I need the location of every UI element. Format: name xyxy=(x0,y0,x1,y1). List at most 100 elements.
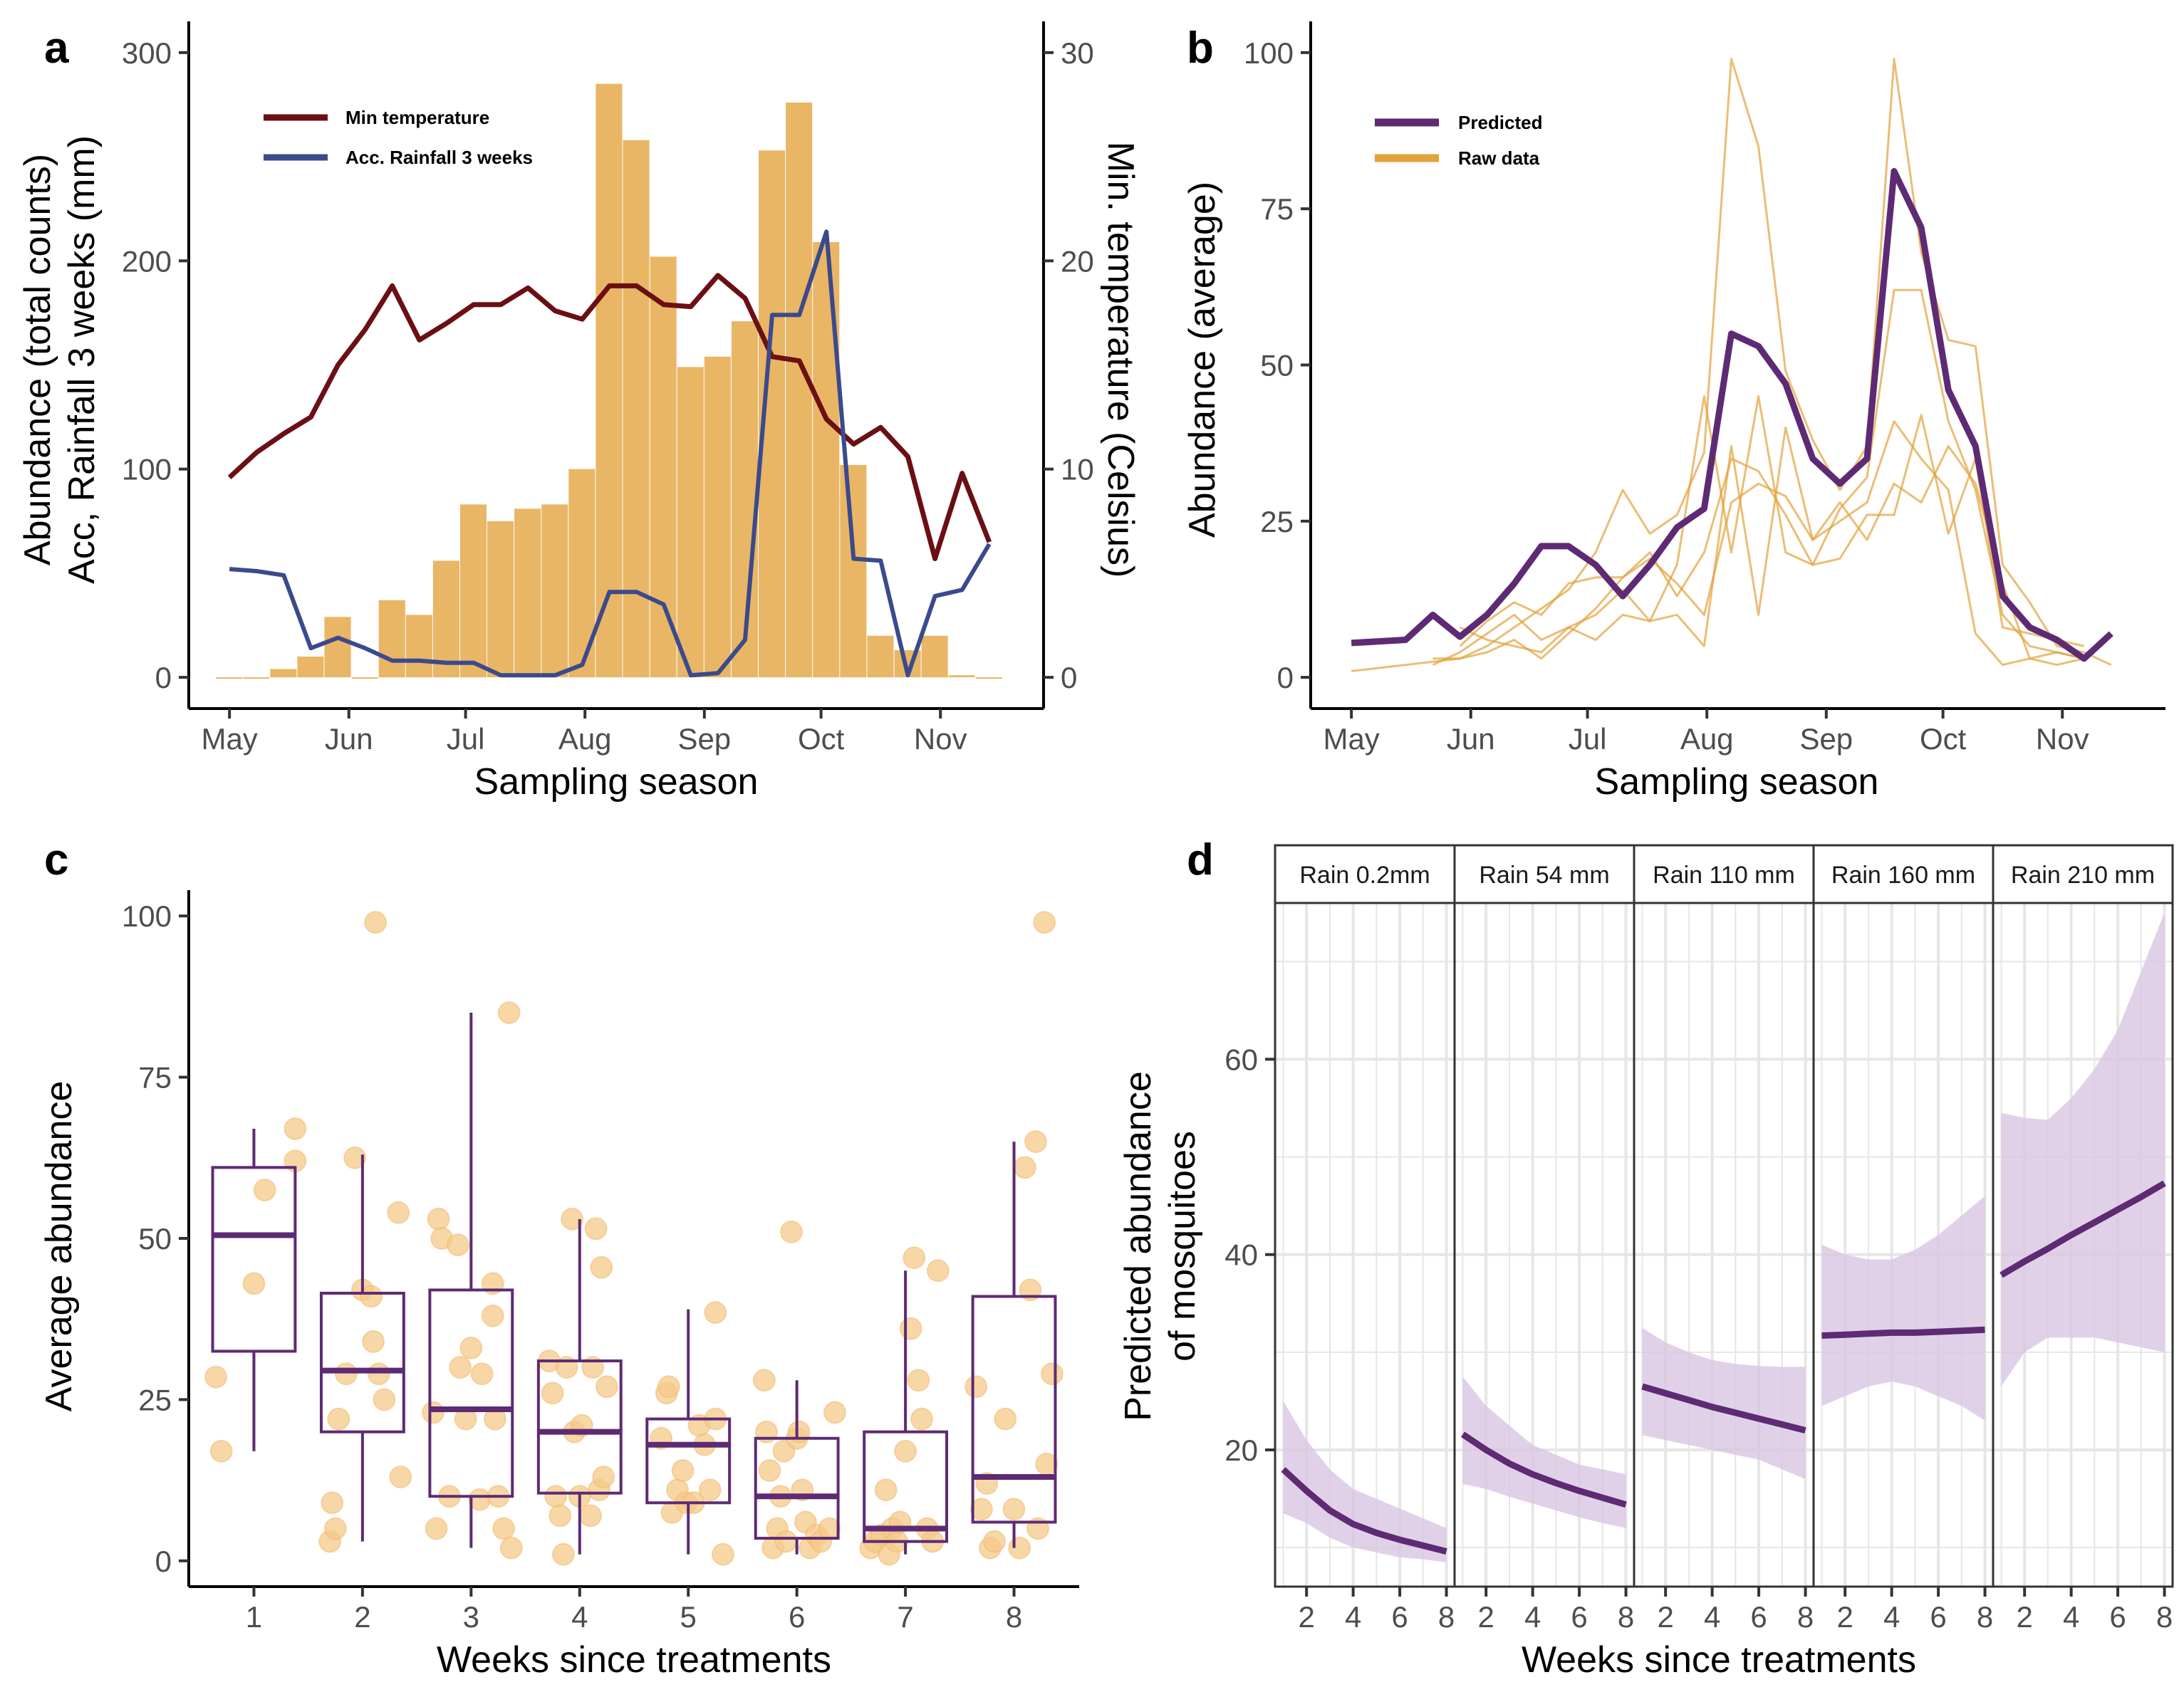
panel-c-x-tick-label: 2 xyxy=(354,1600,370,1634)
bar-week-27 xyxy=(948,675,975,678)
panel-c-y-tick-label: 100 xyxy=(122,899,172,933)
bar-week-18 xyxy=(704,356,731,678)
bar-week-19 xyxy=(731,321,758,678)
data-point xyxy=(422,1401,444,1424)
raw-data-line-1 xyxy=(1351,58,2112,672)
data-point xyxy=(551,1542,575,1566)
panel-b-x-tick-label: May xyxy=(1323,722,1379,756)
panel-c-y-tick-label: 50 xyxy=(138,1222,172,1255)
panel-a-x-tick-label: May xyxy=(201,722,257,756)
panel-c-x-tick-label: 5 xyxy=(680,1600,697,1634)
confidence-ribbon xyxy=(1821,1196,1985,1421)
legend-label-predicted: Predicted xyxy=(1458,112,1543,133)
data-point xyxy=(242,1272,266,1295)
data-point xyxy=(209,1439,233,1463)
panel-d-x-tick-label: 4 xyxy=(2063,1600,2079,1634)
panel-d-x-tick-label: 2 xyxy=(1478,1600,1494,1634)
data-point xyxy=(447,1233,469,1257)
facet-border xyxy=(1992,902,2174,1588)
data-point xyxy=(284,1117,307,1141)
panel-a-x-tick-label: Jun xyxy=(325,722,373,756)
facet-strip-label: Rain 160 mm xyxy=(1831,862,1975,889)
panel-c-x-tick-label: 8 xyxy=(1006,1600,1022,1634)
data-point xyxy=(579,1504,602,1528)
line-rainfall xyxy=(229,229,992,678)
data-point xyxy=(780,1220,803,1243)
raw-data-line-2 xyxy=(1432,288,2085,666)
data-point xyxy=(470,1362,494,1386)
data-point xyxy=(823,1401,846,1424)
bar-week-7 xyxy=(405,615,432,678)
data-point xyxy=(774,1530,798,1553)
data-point xyxy=(994,1407,1017,1431)
bar-week-24 xyxy=(867,635,894,678)
data-point xyxy=(327,1407,350,1431)
panel-d-chart: Rain 0.2mm Rain 54 mm Rain 110 mm Rain 160 … xyxy=(1118,844,2174,1681)
box-iqr-week-5 xyxy=(645,1417,732,1505)
facet-1: Rain 0.2mm xyxy=(1274,844,1456,1588)
panel-b-x-axis-title: Sampling season xyxy=(1595,761,1879,803)
bar-week-9 xyxy=(460,504,487,678)
data-point xyxy=(903,1246,926,1270)
panel-d-x-tick-label: 4 xyxy=(1345,1600,1361,1634)
panel-d-x-tick-label: 2 xyxy=(1299,1600,1315,1634)
panel-d-x-tick-label: 8 xyxy=(2156,1600,2173,1634)
box-iqr-week-3 xyxy=(428,1288,514,1498)
panel-b-y-axis-title: Abundance (average) xyxy=(1182,182,1223,538)
box-iqr-week-2 xyxy=(319,1291,405,1434)
data-point xyxy=(373,1388,396,1411)
data-point xyxy=(544,1485,568,1508)
panel-c-chart: 0 25 50 75 100 1 2 3 4 5 6 7 8 Weeks since treatment… xyxy=(38,890,1079,1681)
panel-b-y-tick-label: 50 xyxy=(1260,349,1294,382)
panel-a-y2-tick-label: 30 xyxy=(1061,36,1094,70)
panel-letter-c: c xyxy=(44,835,68,884)
panel-a-y-axis-title-line2: Acc, Rainfall 3 weeks (mm) xyxy=(61,135,103,584)
data-point xyxy=(425,1517,448,1540)
panel-d-x-tick-label: 2 xyxy=(1837,1600,1853,1634)
legend-label-min-temperature: Min temperature xyxy=(345,107,489,128)
bar-week-11 xyxy=(514,508,541,678)
data-point xyxy=(321,1491,344,1515)
data-point xyxy=(1024,1130,1047,1154)
panel-d-x-tick-label: 2 xyxy=(2017,1600,2033,1634)
bar-week-1 xyxy=(243,677,270,679)
data-point xyxy=(910,1407,933,1431)
fit-line xyxy=(1460,1431,1627,1508)
facet-strip-label: Rain 210 mm xyxy=(2011,862,2155,889)
bar-week-15 xyxy=(623,140,650,678)
panel-letter-b: b xyxy=(1187,24,1214,73)
panel-a-y-axis-title-line1: Abundance (total counts) xyxy=(17,154,58,565)
panel-a-axes: 0 100 200 300 0 10 20 30 May Jun Jul Aug Sep Oct Nov xyxy=(122,21,1094,756)
panel-d-x-tick-label: 8 xyxy=(1618,1600,1634,1634)
predicted-line xyxy=(1351,168,2113,662)
data-point xyxy=(253,1179,276,1202)
box-iqr-week-7 xyxy=(863,1430,949,1543)
panel-a-y2-tick-label: 10 xyxy=(1061,453,1094,486)
panel-b-x-tick-label: Sep xyxy=(1799,722,1853,756)
bar-week-12 xyxy=(541,504,568,678)
panel-a-y2-axis-title: Min. temperature (Celsius) xyxy=(1100,142,1141,578)
panel-c-axes: 0 25 50 75 100 1 2 3 4 5 6 7 8 xyxy=(122,890,1079,1634)
bar-week-4 xyxy=(324,617,351,678)
panel-a-y2-tick-label: 0 xyxy=(1061,661,1077,694)
fit-line xyxy=(1821,1326,1985,1339)
facet-4: Rain 160 mm xyxy=(1812,844,1995,1588)
panel-d-x-tick-label: 8 xyxy=(1977,1600,1993,1634)
bar-week-16 xyxy=(650,256,677,678)
confidence-ribbon xyxy=(2001,912,2165,1387)
data-point xyxy=(964,1375,988,1399)
panel-d-y-tick-label: 20 xyxy=(1224,1434,1258,1467)
panel-a-y-tick-label: 300 xyxy=(122,36,172,70)
panel-c-y-tick-label: 75 xyxy=(138,1061,172,1095)
panel-b-legend: Predicted Raw data xyxy=(1375,112,1543,169)
bar-week-26 xyxy=(921,635,948,678)
data-point xyxy=(1040,1362,1064,1386)
data-point xyxy=(548,1504,572,1528)
panel-d-y-axis-title-line1: Predicted abundance xyxy=(1118,1071,1159,1421)
panel-a-legend: Min temperature Acc. Rainfall 3 weeks xyxy=(264,107,533,168)
data-point xyxy=(752,1369,776,1392)
panel-a-x-tick-label: Sep xyxy=(677,722,731,756)
bar-week-21 xyxy=(786,103,813,678)
data-point xyxy=(364,911,388,934)
